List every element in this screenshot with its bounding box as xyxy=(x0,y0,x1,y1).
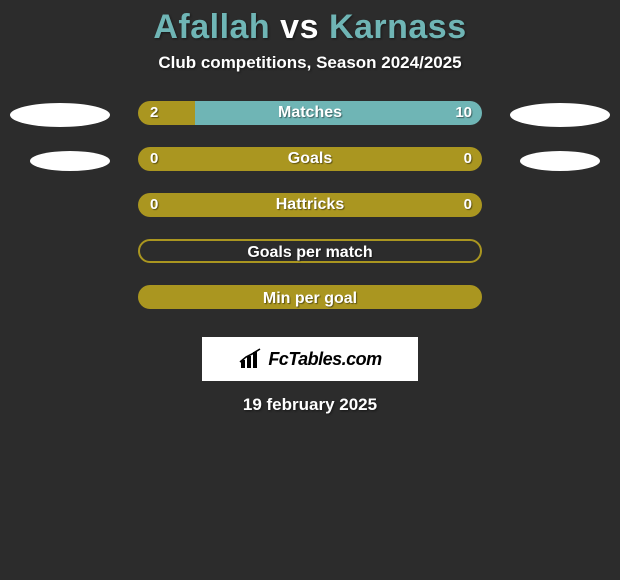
subtitle: Club competitions, Season 2024/2025 xyxy=(0,53,620,101)
logo-text: FcTables.com xyxy=(268,349,381,370)
stat-label: Matches xyxy=(138,101,482,125)
stat-label: Min per goal xyxy=(263,290,357,307)
chart-icon xyxy=(238,348,264,370)
stat-label: Goals per match xyxy=(247,244,372,261)
page-title: Afallah vs Karnass xyxy=(0,0,620,53)
stat-value-right: 0 xyxy=(464,147,472,171)
date-text: 19 february 2025 xyxy=(0,395,620,415)
stat-bar-gpm: Goals per match xyxy=(138,239,482,263)
stat-row-goals: 0 Goals 0 xyxy=(0,147,620,193)
stat-bar-goals: 0 Goals 0 xyxy=(138,147,482,171)
team-badge-right xyxy=(510,103,610,127)
stat-row-matches: 2 Matches 10 xyxy=(0,101,620,147)
stat-label: Goals xyxy=(138,147,482,171)
stat-row-min-per-goal: Min per goal xyxy=(0,285,620,331)
stat-bar-mpg: Min per goal xyxy=(138,285,482,309)
logo-box: FcTables.com xyxy=(202,337,418,381)
vs-text: vs xyxy=(280,8,319,46)
stat-bar-hattricks: 0 Hattricks 0 xyxy=(138,193,482,217)
stat-label: Hattricks xyxy=(138,193,482,217)
stat-row-hattricks: 0 Hattricks 0 xyxy=(0,193,620,239)
stat-value-right: 0 xyxy=(464,193,472,217)
player2-name: Karnass xyxy=(329,8,467,46)
team-badge-right-small xyxy=(520,151,600,171)
player1-name: Afallah xyxy=(153,8,270,46)
team-badge-left xyxy=(10,103,110,127)
stat-bar-matches: 2 Matches 10 xyxy=(138,101,482,125)
team-badge-left-small xyxy=(30,151,110,171)
stat-value-right: 10 xyxy=(455,101,472,125)
stat-row-goals-per-match: Goals per match xyxy=(0,239,620,285)
comparison-infographic: Afallah vs Karnass Club competitions, Se… xyxy=(0,0,620,580)
